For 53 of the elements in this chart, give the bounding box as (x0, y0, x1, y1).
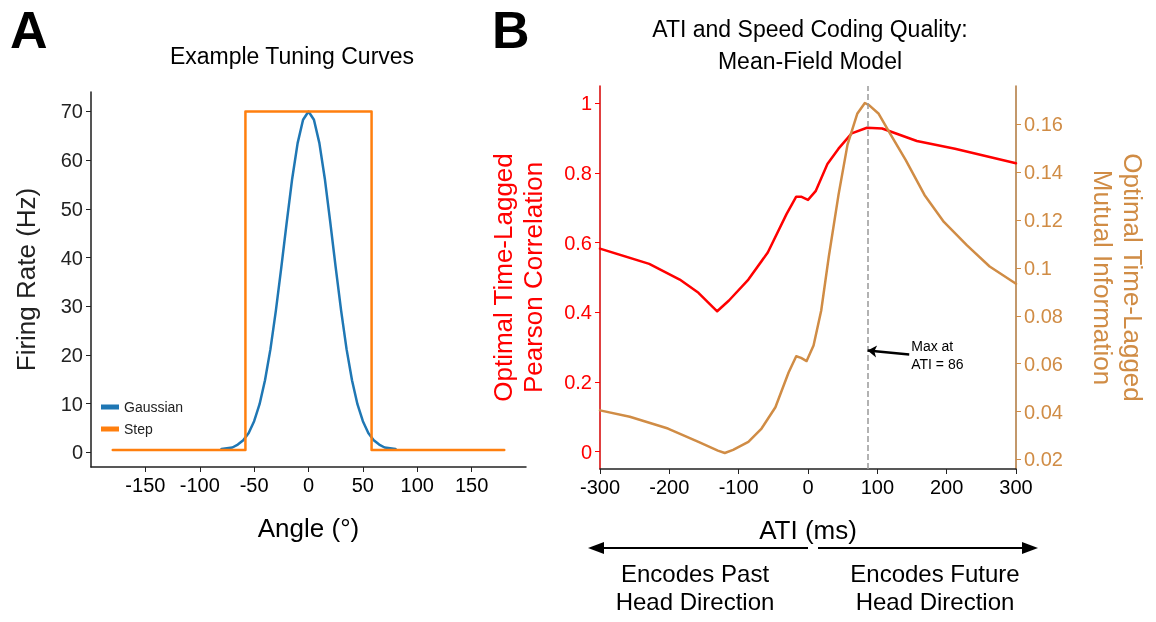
x-tick-label: -300 (579, 476, 621, 498)
x-tick-label: 100 (400, 474, 434, 496)
y-axis-title: Optimal Time-Lagged Pearson Correlation (488, 153, 548, 402)
y2-tick-label: 0.06 (1024, 352, 1063, 375)
y-tick-label: 20 (60, 343, 83, 366)
text: B (492, 0, 530, 59)
legend-label: Step (124, 421, 154, 437)
text: A (10, 0, 48, 59)
y2-tick-label: 0.1 (1024, 256, 1052, 279)
x-tick-label: -50 (239, 474, 269, 496)
y-tick-label: 10 (60, 392, 83, 415)
y2-axis-title: Optimal Time-Lagged Mutual Information (1088, 153, 1148, 402)
y2-tick-label: 0.12 (1024, 209, 1063, 232)
y-tick-label: 0.6 (564, 231, 592, 254)
line-series (598, 101, 1018, 455)
y-tick-label: 0 (580, 440, 592, 463)
x-axis-title: Angle (°) (257, 513, 360, 543)
y2-tick-label: 0.08 (1024, 304, 1063, 327)
y2-tick-label: 0.16 (1024, 113, 1063, 136)
text: Encodes Future Head Direction (850, 560, 1020, 615)
y-tick-label: 0.8 (564, 162, 592, 185)
y-tick-label: 1 (580, 92, 592, 115)
y-tick-label: 0.2 (564, 370, 592, 393)
y-tick-label: 30 (60, 295, 83, 318)
x-tick-label: 0 (302, 474, 315, 496)
y2-tick-label: 0.02 (1024, 448, 1063, 471)
x-tick-label: 100 (860, 476, 895, 498)
y-tick-label: 60 (60, 149, 83, 172)
x-tick-label: 50 (351, 474, 374, 496)
x-tick-label: 200 (929, 476, 964, 498)
x-tick-label: -200 (649, 476, 690, 498)
y2-tick-label: 0.14 (1024, 161, 1063, 184)
y-tick-label: 0 (71, 441, 83, 464)
text: Encodes Past Head Direction (615, 560, 775, 615)
x-tick-label: 300 (999, 476, 1033, 498)
line-series (598, 126, 1018, 313)
y-tick-label: 50 (60, 197, 83, 220)
x-axis-title: ATI (ms) (759, 515, 857, 545)
x-tick-label: 0 (802, 476, 814, 498)
chart-title: ATI and Speed Coding Quality: Mean-Field Model (652, 16, 968, 74)
legend-label: Gaussian (124, 399, 184, 415)
y-tick-label: 40 (60, 246, 83, 269)
y-tick-label: 70 (60, 100, 83, 123)
x-tick-label: 150 (454, 474, 489, 496)
annotation: Max at ATI = 86 (911, 337, 964, 372)
x-tick-label: -100 (718, 476, 759, 498)
y2-tick-label: 0.04 (1024, 400, 1063, 423)
x-tick-label: -100 (179, 474, 220, 496)
line-series (220, 110, 397, 451)
chart-title: Example Tuning Curves (169, 43, 415, 69)
y-axis-title: Firing Rate (Hz) (11, 187, 41, 372)
y-tick-label: 0.4 (564, 301, 592, 324)
x-tick-label: -150 (125, 474, 166, 496)
